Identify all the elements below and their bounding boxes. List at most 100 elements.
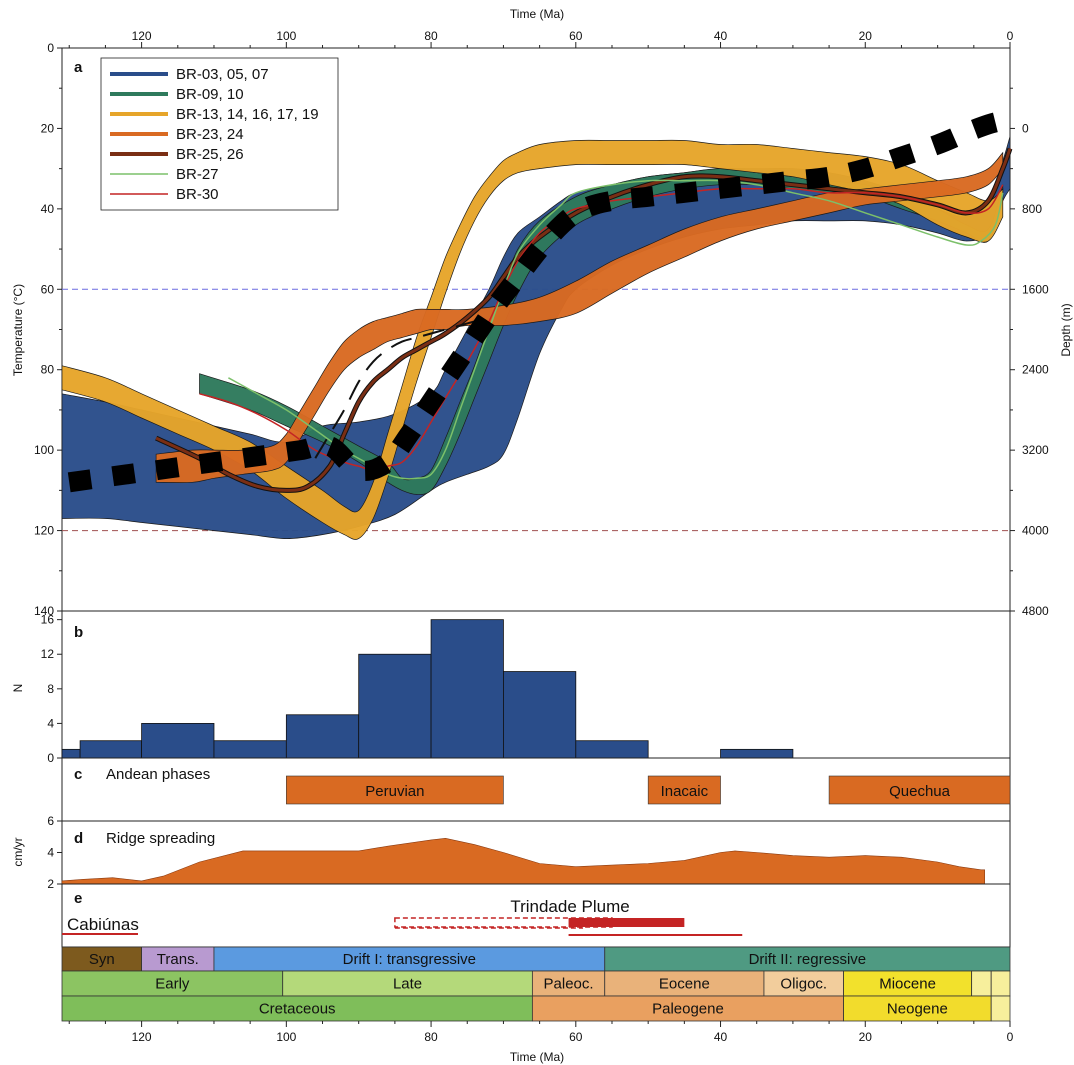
temp-tick-label: 60 (41, 282, 55, 296)
histogram-bar (285, 714, 360, 759)
histogram-bar (430, 619, 504, 759)
timescale-cell-row1 (213, 946, 606, 972)
timescale-label: Drift I: transgressive (343, 951, 476, 968)
temp-tick-label: 0 (47, 41, 54, 55)
timescale-label: Late (393, 976, 422, 993)
temp-tick-label: 120 (34, 524, 54, 538)
legend-label: BR-25, 26 (176, 146, 244, 163)
timescale-cell-row2 (61, 970, 284, 997)
panel-d-ridge-spreading: 2 4 6 (47, 814, 1011, 891)
timescale-cell-row2 (990, 970, 1011, 997)
bottom-tick-label: 20 (859, 1030, 873, 1044)
timescale-label: Paleoc. (544, 976, 594, 993)
depth-tick-label: 800 (1022, 202, 1042, 216)
temp-tick-label: 20 (41, 121, 55, 135)
top-tick-label: 80 (424, 29, 438, 43)
andean-phase-label: Peruvian (365, 783, 424, 800)
timescale-label: Drift II: regressive (749, 951, 867, 968)
spreading-tick-label: 2 (47, 877, 54, 891)
timescale-label: Paleogene (652, 1001, 724, 1018)
n-tick-label: 16 (41, 613, 55, 627)
temp-tick-label: 40 (41, 202, 55, 216)
timescale-cell-row3 (990, 995, 1011, 1022)
panel-c-letter: c (74, 766, 82, 783)
histogram-bar (79, 740, 143, 759)
timescale-cell-row2 (971, 970, 992, 997)
histogram-bar (503, 671, 577, 759)
top-tick-label: 0 (1007, 29, 1014, 43)
histogram-bar (141, 723, 215, 759)
depth-tick-label: 1600 (1022, 282, 1049, 296)
bottom-tick-label: 80 (424, 1030, 438, 1044)
timescale-label: Syn (89, 951, 115, 968)
timescale-label: Neogene (887, 1001, 948, 1018)
temperature-axis-label: Temperature (°C) (11, 284, 25, 376)
timescale-cell-row1 (604, 946, 1011, 972)
timescale-cell-row3 (843, 995, 992, 1022)
timescale-cell-row3 (61, 995, 533, 1022)
panel-a-letter: a (74, 59, 83, 76)
timescale-cell-row2 (843, 970, 973, 997)
histogram-bar (213, 740, 287, 759)
timescale-cell-row1 (61, 946, 143, 972)
n-tick-label: 8 (47, 682, 54, 696)
n-tick-label: 12 (41, 647, 55, 661)
n-tick-label: 4 (47, 716, 54, 730)
bottom-tick-label: 100 (276, 1030, 296, 1044)
temp-tick-label: 80 (41, 363, 55, 377)
depth-tick-label: 3200 (1022, 443, 1049, 457)
andean-phase-bar (286, 775, 504, 805)
legend-label: BR-27 (176, 166, 219, 183)
legend: BR-03, 05, 07 BR-09, 10 BR-13, 14, 16, 17,… (100, 57, 339, 211)
n-tick-label: 0 (47, 751, 54, 765)
bottom-time-axis: 120 100 80 60 40 20 0 (68, 1021, 1014, 1044)
timescale-label: Oligoc. (780, 976, 827, 993)
depth-tick-label: 2400 (1022, 363, 1049, 377)
legend-label: BR-13, 14, 16, 17, 19 (176, 106, 319, 123)
envelope-series-3 (61, 139, 1004, 540)
timescale-label: Early (155, 976, 190, 993)
panel-a-temperature-history: 0 20 40 60 80 100 120 140 0 800 1600 2400 3200 4000 48… (34, 41, 1049, 618)
timescale-cell-row2 (763, 970, 844, 997)
panel-e-letter: e (74, 890, 82, 907)
panel-c-title: Andean phases (106, 766, 210, 783)
andean-phase-label: Inacaic (661, 783, 709, 800)
histogram-bar (358, 653, 432, 759)
top-tick-label: 120 (132, 29, 152, 43)
depth-axis-label: Depth (m) (1059, 303, 1073, 356)
depth-tick-label: 4000 (1022, 524, 1049, 538)
line-series-3 (199, 184, 1004, 472)
histogram-bar (575, 740, 649, 759)
temp-tick-label: 100 (34, 443, 54, 457)
timescale-cell-row2 (531, 970, 606, 997)
top-time-axis: 120 100 80 60 40 20 0 (68, 29, 1014, 48)
spreading-tick-label: 4 (47, 846, 54, 860)
andean-phase-label: Quechua (889, 783, 951, 800)
histogram-bar (720, 748, 794, 759)
geologic-timescale: Syn Trans. Drift I: transgressive Drift II:… (61, 946, 1011, 1022)
andean-phase-bar (828, 775, 1011, 805)
bottom-tick-label: 40 (714, 1030, 728, 1044)
depth-tick-label: 4800 (1022, 604, 1049, 618)
panel-b-letter: b (74, 624, 83, 641)
bottom-tick-label: 0 (1007, 1030, 1014, 1044)
spreading-axis-label: cm/yr (11, 837, 25, 866)
legend-label: BR-03, 05, 07 (176, 66, 269, 83)
timescale-label: Miocene (879, 976, 936, 993)
top-tick-label: 100 (276, 29, 296, 43)
bottom-tick-label: 120 (132, 1030, 152, 1044)
timescale-label: Eocene (659, 976, 710, 993)
timescale-cell-row2 (282, 970, 533, 997)
cabiunas-label: Cabiúnas (67, 915, 139, 934)
spreading-tick-label: 6 (47, 814, 54, 828)
panel-c-andean-phases: Peruvian Inacaic Quechua (61, 757, 1011, 822)
trindade-plume-label: Trindade Plume (510, 897, 629, 916)
n-axis-label: N (11, 684, 25, 693)
top-axis-label: Time (Ma) (510, 7, 564, 21)
andean-phase-bar (647, 775, 721, 805)
legend-label: BR-23, 24 (176, 126, 244, 143)
top-tick-label: 20 (859, 29, 873, 43)
timescale-label: Trans. (157, 951, 199, 968)
bottom-axis-label: Time (Ma) (510, 1050, 564, 1064)
